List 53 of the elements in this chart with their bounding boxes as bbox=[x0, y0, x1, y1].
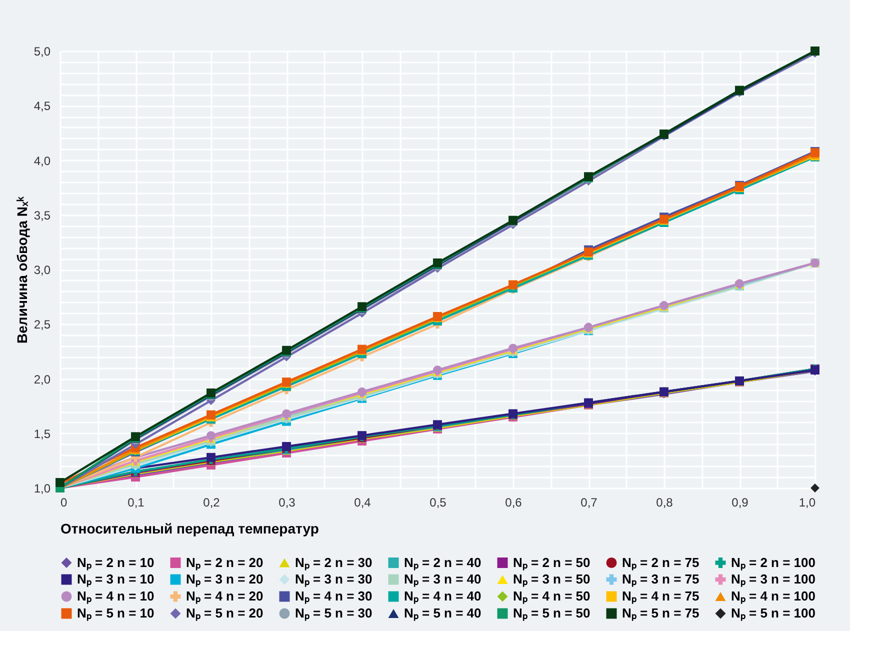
x-tick-label: 0,1 bbox=[128, 496, 145, 510]
legend-label: Nₚ = 4 n = 30 bbox=[295, 588, 372, 604]
point bbox=[206, 452, 216, 462]
legend-label: Nₚ = 2 n = 75 bbox=[622, 554, 700, 571]
legend-label: Nₚ = 2 n = 100 bbox=[731, 554, 816, 571]
y-tick-label: 5,0 bbox=[34, 44, 51, 58]
legend-label: Nₚ = 5 n = 20 bbox=[186, 606, 264, 622]
x-tick-label: 0,9 bbox=[732, 496, 749, 510]
legend-label: Nₚ = 5 n = 10 bbox=[77, 606, 154, 622]
x-tick-label: 0 bbox=[60, 496, 68, 510]
legend-label: Nₚ = 2 n = 30 bbox=[295, 554, 372, 571]
legend-label: Nₚ = 5 n = 75 bbox=[622, 606, 700, 622]
x-tick-label: 0,2 bbox=[203, 496, 220, 510]
legend-label: Nₚ = 3 n = 20 bbox=[186, 572, 264, 588]
legend-label: Nₚ = 3 n = 30 bbox=[295, 572, 372, 588]
legend-label: Nₚ = 5 n = 100 bbox=[731, 606, 816, 622]
legend-label: Nₚ = 2 n = 20 bbox=[186, 554, 264, 571]
legend-label: Nₚ = 5 n = 50 bbox=[513, 606, 590, 622]
legend-label: Nₚ = 3 n = 50 bbox=[513, 572, 590, 588]
legend-label: Nₚ = 3 n = 100 bbox=[731, 572, 816, 588]
legend-label: Nₚ = 2 n = 40 bbox=[404, 554, 482, 571]
point bbox=[282, 442, 291, 451]
x-tick-label: 0,6 bbox=[505, 496, 522, 510]
y-tick-label: 2,0 bbox=[34, 372, 51, 386]
y-tick-label: 1,0 bbox=[34, 482, 51, 496]
x-tick-label: 1,0 bbox=[798, 496, 816, 510]
point bbox=[810, 484, 820, 492]
y-tick-label: 4,5 bbox=[34, 99, 51, 114]
legend-label: Nₚ = 4 n = 75 bbox=[622, 588, 700, 604]
legend-label: Nₚ = 4 n = 100 bbox=[731, 588, 816, 604]
x-tick-label: 0,8 bbox=[656, 496, 674, 510]
x-tick-label: 0,5 bbox=[430, 496, 447, 510]
legend-label: Nₚ = 3 n = 40 bbox=[404, 572, 482, 588]
y-tick-label: 3,0 bbox=[34, 263, 51, 277]
legend-label: Nₚ = 4 n = 10 bbox=[77, 588, 154, 604]
legend-label: Nₚ = 3 n = 75 bbox=[622, 572, 700, 588]
legend-label: Nₚ = 4 n = 20 bbox=[186, 588, 264, 604]
legend-label: Nₚ = 4 n = 50 bbox=[513, 588, 590, 604]
y-axis-title: Величина обвода Nₓᵏ bbox=[14, 196, 30, 344]
legend-label: Nₚ = 2 n = 50 bbox=[513, 554, 590, 571]
x-tick-label: 0,3 bbox=[278, 496, 296, 510]
x-axis-title: Относительный перепад температур bbox=[60, 520, 319, 536]
legend-label: Nₚ = 3 n = 10 bbox=[77, 572, 154, 588]
legend-label: Nₚ = 5 n = 30 bbox=[295, 606, 372, 622]
y-tick-label: 4,0 bbox=[34, 154, 51, 168]
x-tick-label: 0,4 bbox=[354, 496, 372, 510]
y-tick-label: 3,5 bbox=[34, 208, 51, 222]
legend-label: Nₚ = 5 n = 40 bbox=[404, 606, 482, 622]
y-tick-label: 1,5 bbox=[34, 426, 51, 441]
x-tick-label: 0,7 bbox=[580, 496, 598, 510]
y-tick-label: 2,5 bbox=[34, 318, 51, 332]
legend-label: Nₚ = 4 n = 40 bbox=[404, 588, 482, 604]
legend-label: Nₚ = 2 n = 10 bbox=[77, 554, 154, 571]
